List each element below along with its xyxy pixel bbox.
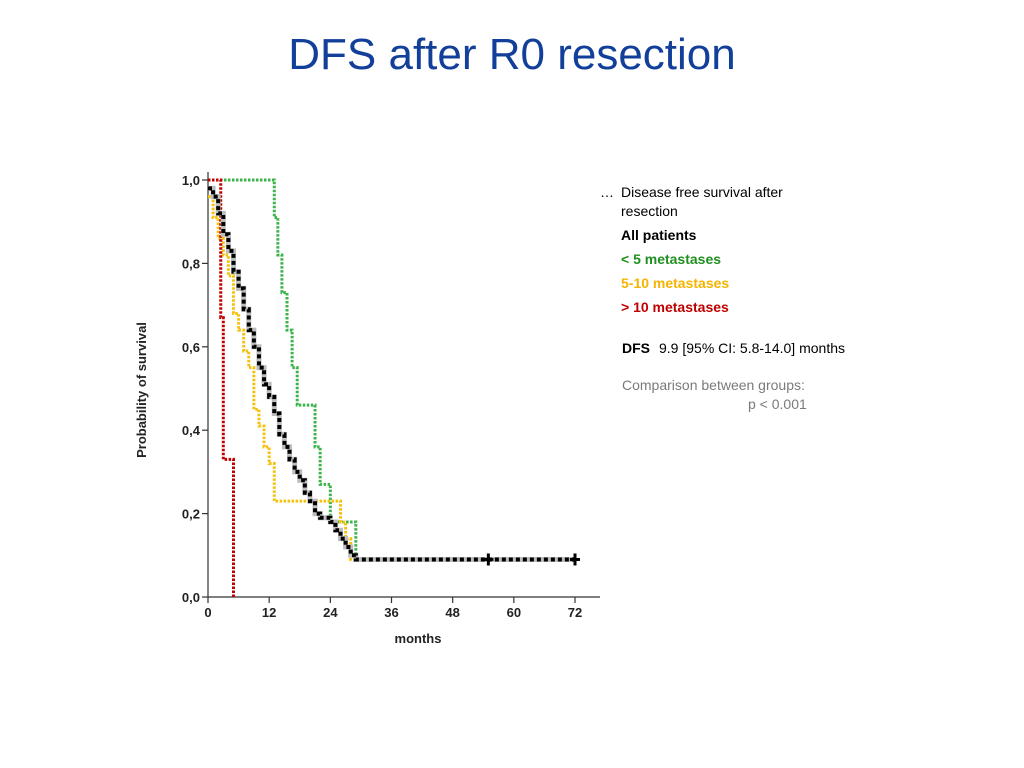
y-tick-label: 0,2 (182, 507, 200, 522)
legend: … Disease free survival after resection … (600, 183, 900, 317)
chart-series (208, 178, 575, 597)
x-tick-label: 24 (323, 605, 338, 620)
x-tick-label: 72 (568, 605, 582, 620)
group-comparison: Comparison between groups: p < 0.001 (622, 376, 807, 414)
series-line-1 (208, 195, 575, 561)
x-tick-label: 36 (384, 605, 398, 620)
dfs-value: 9.9 [95% CI: 5.8-14.0] months (659, 340, 845, 356)
legend-entry-over-10: > 10 metastases (621, 299, 729, 315)
y-axis-title: Probability of survival (134, 322, 149, 458)
series-line-3 (208, 186, 575, 562)
x-tick-label: 48 (445, 605, 459, 620)
x-axis-title: months (395, 631, 442, 646)
legend-entry-under-5: < 5 metastases (621, 251, 722, 267)
series-line-2 (208, 178, 235, 597)
censor-marks (483, 553, 580, 566)
series-line-0 (208, 178, 575, 561)
legend-description: Disease free survival after resection (621, 184, 783, 219)
legend-description-row: … Disease free survival after resection (600, 183, 900, 221)
x-tick-label: 12 (262, 605, 276, 620)
censor-mark (483, 553, 494, 566)
y-tick-label: 0,6 (182, 340, 200, 355)
censor-mark (570, 553, 580, 566)
y-tick-label: 1,0 (182, 173, 200, 188)
x-tick-label: 60 (507, 605, 521, 620)
x-tick-label: 0 (204, 605, 211, 620)
legend-bullet: … (600, 184, 614, 200)
dfs-summary: DFS 9.9 [95% CI: 5.8-14.0] months (622, 340, 845, 356)
comparison-text: Comparison between groups: (622, 377, 805, 393)
legend-entry-5-10: 5-10 metastases (621, 275, 730, 291)
dfs-label: DFS (622, 340, 650, 356)
y-tick-label: 0,0 (182, 590, 200, 605)
y-tick-label: 0,4 (182, 423, 201, 438)
slide-title: DFS after R0 resection (288, 30, 736, 79)
comparison-pvalue: p < 0.001 (748, 396, 807, 412)
legend-entry-all-patients: All patients (621, 227, 697, 243)
chart-axes: 0,0 0,2 0,4 0,6 0,8 1,0 0 12 24 36 48 60 72 (182, 172, 600, 620)
y-tick-label: 0,8 (182, 256, 200, 271)
